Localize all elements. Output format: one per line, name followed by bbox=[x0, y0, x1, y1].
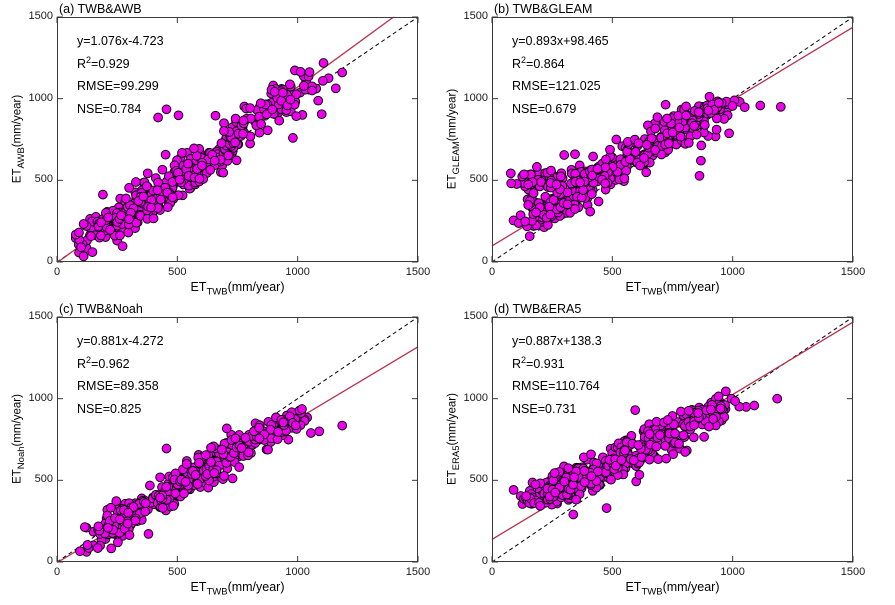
y-tick-label: 500 bbox=[469, 473, 488, 486]
axes-box bbox=[57, 17, 418, 262]
r-squared-value: R2=0.962 bbox=[77, 354, 130, 371]
x-tick-label: 0 bbox=[488, 566, 496, 578]
panel-d-x-axis-label: ETTWB(mm/year) bbox=[625, 580, 720, 598]
panel-a-y-axis-label: ETAWB(mm/year) bbox=[11, 94, 27, 184]
panel-c-plot bbox=[56, 316, 419, 563]
x-tick-label: 1000 bbox=[285, 566, 310, 578]
scatter-points bbox=[75, 404, 348, 557]
y-tick-label: 0 bbox=[481, 255, 488, 267]
x-tick-label: 0 bbox=[53, 566, 61, 578]
x-tick-label: 1500 bbox=[840, 566, 866, 578]
axes-box bbox=[492, 17, 853, 262]
panel-b-x-axis-label: ETTWB(mm/year) bbox=[625, 280, 720, 298]
y-tick-label: 500 bbox=[34, 473, 53, 486]
r-squared-value: R2=0.931 bbox=[512, 354, 565, 371]
panel-c-stats: y=0.881x-4.272 R2=0.962 RMSE=89.358 NSE=… bbox=[77, 330, 164, 420]
rmse-value: RMSE=89.358 bbox=[77, 379, 159, 393]
regression-equation: y=0.893x+98.465 bbox=[512, 34, 609, 48]
x-tick-label: 0 bbox=[488, 266, 496, 278]
x-tick-label: 1000 bbox=[720, 266, 745, 278]
axes-box bbox=[492, 317, 853, 562]
scatter-points bbox=[505, 91, 786, 242]
rmse-value: RMSE=121.025 bbox=[512, 79, 601, 93]
x-tick-label: 500 bbox=[168, 566, 187, 578]
panel-b-plot bbox=[491, 16, 854, 263]
panel-d-title: (d) TWB&ERA5 bbox=[494, 302, 582, 316]
panel-c-x-axis-label: ETTWB(mm/year) bbox=[190, 580, 285, 598]
x-tick-label: 500 bbox=[168, 266, 187, 278]
regression-equation: y=0.887x+138.3 bbox=[512, 334, 602, 348]
panel-b-y-axis-label: ETGLEAM(mm/year) bbox=[446, 88, 462, 190]
scatter-points bbox=[70, 58, 348, 262]
panel-a-title: (a) TWB&AWB bbox=[59, 2, 142, 16]
panel-a-x-axis-label: ETTWB(mm/year) bbox=[190, 280, 285, 298]
rmse-value: RMSE=99.299 bbox=[77, 79, 159, 93]
panel-c-title: (c) TWB&Noah bbox=[59, 302, 143, 316]
x-tick-label: 500 bbox=[603, 566, 622, 578]
x-tick-label: 1000 bbox=[720, 566, 745, 578]
y-tick-label: 1500 bbox=[28, 310, 53, 322]
panel-d-stats: y=0.887x+138.3 R2=0.931 RMSE=110.764 NSE… bbox=[512, 330, 602, 420]
x-tick-label: 1000 bbox=[285, 266, 310, 278]
y-tick-label: 1000 bbox=[28, 91, 53, 104]
x-tick-label: 500 bbox=[603, 266, 622, 278]
panel-d-y-axis-label: ETERA5(mm/year) bbox=[446, 393, 462, 485]
regression-equation: y=1.076x-4.723 bbox=[77, 34, 164, 48]
x-tick-label: 1500 bbox=[840, 266, 866, 278]
r-squared-value: R2=0.864 bbox=[512, 54, 565, 71]
y-tick-label: 1000 bbox=[463, 91, 488, 104]
panel-d-plot bbox=[491, 316, 854, 563]
x-tick-label: 0 bbox=[53, 266, 61, 278]
x-tick-label: 1500 bbox=[405, 566, 431, 578]
y-tick-label: 0 bbox=[481, 555, 488, 567]
y-tick-label: 0 bbox=[46, 555, 53, 567]
nse-value: NSE=0.784 bbox=[77, 101, 142, 116]
y-tick-label: 0 bbox=[46, 255, 53, 267]
y-tick-label: 500 bbox=[469, 173, 488, 186]
y-tick-label: 1500 bbox=[463, 10, 488, 22]
nse-value: NSE=0.825 bbox=[77, 401, 142, 416]
nse-value: NSE=0.731 bbox=[512, 401, 577, 416]
y-tick-label: 500 bbox=[34, 173, 53, 186]
panel-c-y-axis-label: ETNoah(mm/year) bbox=[11, 394, 27, 484]
panel-b-stats: y=0.893x+98.465 R2=0.864 RMSE=121.025 NS… bbox=[512, 30, 609, 120]
panel-a-stats: y=1.076x-4.723 R2=0.929 RMSE=99.299 NSE=… bbox=[77, 30, 164, 120]
scatter-points bbox=[508, 386, 783, 520]
axes-box bbox=[57, 317, 418, 562]
nse-value: NSE=0.679 bbox=[512, 101, 577, 116]
x-tick-label: 1500 bbox=[405, 266, 431, 278]
r-squared-value: R2=0.929 bbox=[77, 54, 130, 71]
y-tick-label: 1000 bbox=[28, 391, 53, 404]
y-tick-label: 1000 bbox=[463, 391, 488, 404]
y-tick-label: 1500 bbox=[463, 310, 488, 322]
panel-b-title: (b) TWB&GLEAM bbox=[494, 2, 593, 16]
regression-equation: y=0.881x-4.272 bbox=[77, 334, 164, 348]
y-tick-label: 1500 bbox=[28, 10, 53, 22]
panel-a-plot bbox=[56, 16, 419, 263]
rmse-value: RMSE=110.764 bbox=[512, 379, 600, 393]
